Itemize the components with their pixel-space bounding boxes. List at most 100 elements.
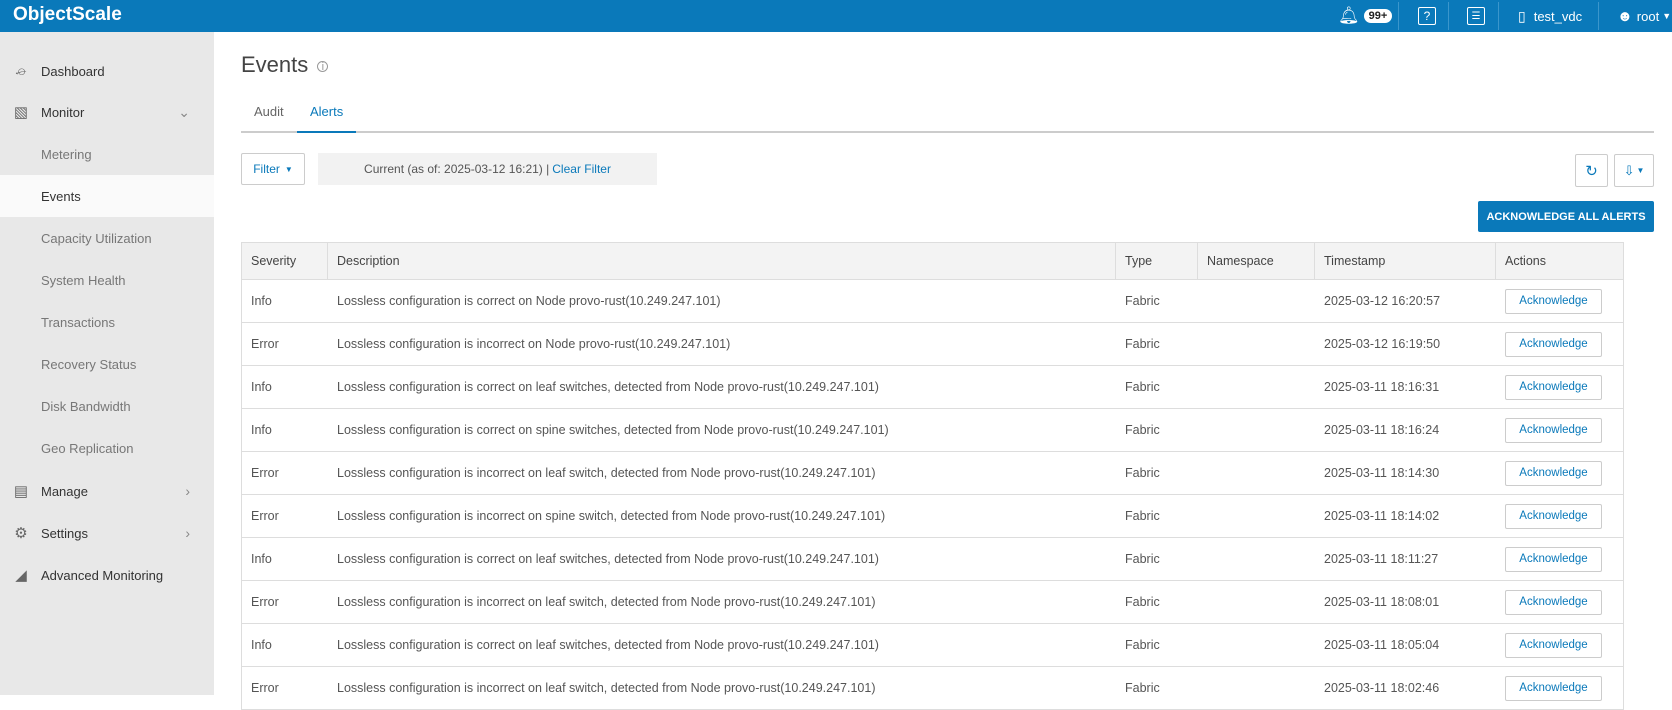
column-header-timestamp[interactable]: Timestamp [1315,243,1496,279]
sidebar-item-settings[interactable]: ⚙ Settings › [0,512,214,554]
notifications-button[interactable]: 🔔︎ 99+ [1338,0,1393,32]
gear-icon: ⚙ [14,525,28,542]
filter-button[interactable]: Filter ▼ [241,153,305,185]
actions-cell: Acknowledge [1496,667,1602,709]
user-icon: ☻ [1617,7,1633,25]
sidebar-item-capacity-utilization[interactable]: Capacity Utilization [41,230,152,246]
sidebar-item-geo-replication[interactable]: Geo Replication [41,440,134,456]
sidebar-item-dashboard[interactable]: ⌮ Dashboard [0,50,214,92]
export-button[interactable]: ⇩ ▼ [1614,154,1654,187]
tab-alerts[interactable]: Alerts [297,104,357,133]
actions-cell: Acknowledge [1496,409,1602,451]
acknowledge-button[interactable]: Acknowledge [1505,546,1602,572]
acknowledge-button[interactable]: Acknowledge [1505,632,1602,658]
table-row: Info Lossless configuration is correct on… [242,409,1623,452]
type-cell: Fabric [1125,466,1160,480]
app-logo: ObjectScale [13,4,122,25]
acknowledge-button[interactable]: Acknowledge [1505,503,1602,529]
timestamp-cell: 2025-03-11 18:14:30 [1324,466,1440,480]
description-cell: Lossless configuration is correct on lea… [337,552,879,566]
column-header-description[interactable]: Description [328,243,1116,279]
column-header-namespace[interactable]: Namespace [1198,243,1315,279]
info-icon[interactable]: i [317,60,329,72]
user-name: root [1636,8,1660,24]
tab-bar: Audit Alerts [241,100,1654,133]
sidebar-item-label: Manage [41,483,88,499]
type-cell: Fabric [1125,552,1160,566]
chevron-down-icon: ⌄ [178,103,190,120]
sidebar-item-recovery-status[interactable]: Recovery Status [41,356,137,372]
actions-cell: Acknowledge [1496,366,1602,408]
column-header-actions: Actions [1505,254,1546,268]
timestamp-cell: 2025-03-12 16:19:50 [1324,337,1441,351]
acknowledge-button[interactable]: Acknowledge [1505,460,1602,486]
actions-cell: Acknowledge [1496,452,1602,494]
severity-cell: Info [251,638,272,652]
timestamp-cell: 2025-03-11 18:14:02 [1324,509,1440,523]
table-row: Error Lossless configuration is incorrect… [242,495,1623,538]
column-header-severity[interactable]: Severity [242,243,328,279]
acknowledge-button[interactable]: Acknowledge [1505,331,1602,357]
vdc-selector[interactable]: ▯ test_vdc [1518,0,1582,32]
server-icon: ▯ [1518,7,1526,24]
sidebar-item-disk-bandwidth[interactable]: Disk Bandwidth [41,398,131,414]
sidebar-item-label: Advanced Monitoring [41,567,164,583]
acknowledge-button[interactable]: Acknowledge [1505,288,1602,314]
page-title-text: Events [241,52,309,77]
help-button[interactable]: ? [1418,0,1436,32]
acknowledge-button[interactable]: Acknowledge [1505,589,1602,615]
description-cell: Lossless configuration is correct on spi… [337,423,889,437]
chevron-right-icon: › [185,525,190,541]
checklist-icon: ☰ [1467,7,1485,25]
table-row: Info Lossless configuration is correct on… [242,538,1623,581]
description-cell: Lossless configuration is incorrect on s… [337,509,886,523]
sidebar-item-monitor[interactable]: ▧ Monitor ⌄ [0,91,214,133]
description-cell: Lossless configuration is incorrect on N… [337,337,731,351]
timestamp-cell: 2025-03-11 18:08:01 [1324,595,1440,609]
sidebar-item-advanced-monitoring[interactable]: ◢ Advanced Monitoring [0,554,214,596]
sidebar-item-system-health[interactable]: System Health [41,272,126,288]
acknowledge-button[interactable]: Acknowledge [1505,675,1602,701]
sidebar-item-label: Dashboard [41,63,105,79]
filter-label: Filter [253,162,280,176]
type-cell: Fabric [1125,509,1160,523]
column-header-type[interactable]: Type [1116,243,1198,279]
help-icon: ? [1418,7,1436,25]
type-cell: Fabric [1125,638,1160,652]
filter-status: Current (as of: 2025-03-12 16:21) | Clear… [318,153,657,185]
acknowledge-button[interactable]: Acknowledge [1505,417,1602,443]
description-cell: Lossless configuration is incorrect on l… [337,681,876,695]
severity-cell: Error [251,466,279,480]
actions-cell: Acknowledge [1496,323,1602,365]
table-row: Error Lossless configuration is incorrect… [242,323,1623,366]
severity-cell: Info [251,380,272,394]
severity-cell: Info [251,294,272,308]
severity-cell: Error [251,681,279,695]
filter-status-text: Current (as of: 2025-03-12 16:21) | [364,162,550,176]
sidebar-item-label: Settings [41,525,88,541]
severity-cell: Error [251,337,279,351]
namespace-cell [1198,323,1207,365]
acknowledge-button[interactable]: Acknowledge [1505,374,1602,400]
sidebar-item-metering[interactable]: Metering [41,146,92,162]
user-menu[interactable]: ☻ root ▼ [1617,0,1671,32]
tasks-button[interactable]: ☰ [1467,0,1485,32]
severity-cell: Error [251,509,279,523]
type-cell: Fabric [1125,423,1160,437]
table-row: Error Lossless configuration is incorrect… [242,452,1623,495]
monitor-icon: ▧ [13,104,29,121]
refresh-button[interactable]: ↻ [1575,154,1608,187]
timestamp-cell: 2025-03-11 18:11:27 [1324,552,1439,566]
namespace-cell [1198,581,1207,623]
namespace-cell [1198,667,1207,709]
actions-cell: Acknowledge [1496,538,1602,580]
sidebar-item-transactions[interactable]: Transactions [41,314,115,330]
namespace-cell [1198,624,1207,666]
sidebar-item-events[interactable]: Events [0,175,214,217]
sidebar-item-manage[interactable]: ▤ Manage › [0,470,214,512]
clear-filter-link[interactable]: Clear Filter [552,162,611,176]
tab-audit[interactable]: Audit [254,104,284,119]
type-cell: Fabric [1125,337,1160,351]
acknowledge-all-button[interactable]: ACKNOWLEDGE ALL ALERTS [1478,201,1654,232]
namespace-cell [1198,495,1207,537]
